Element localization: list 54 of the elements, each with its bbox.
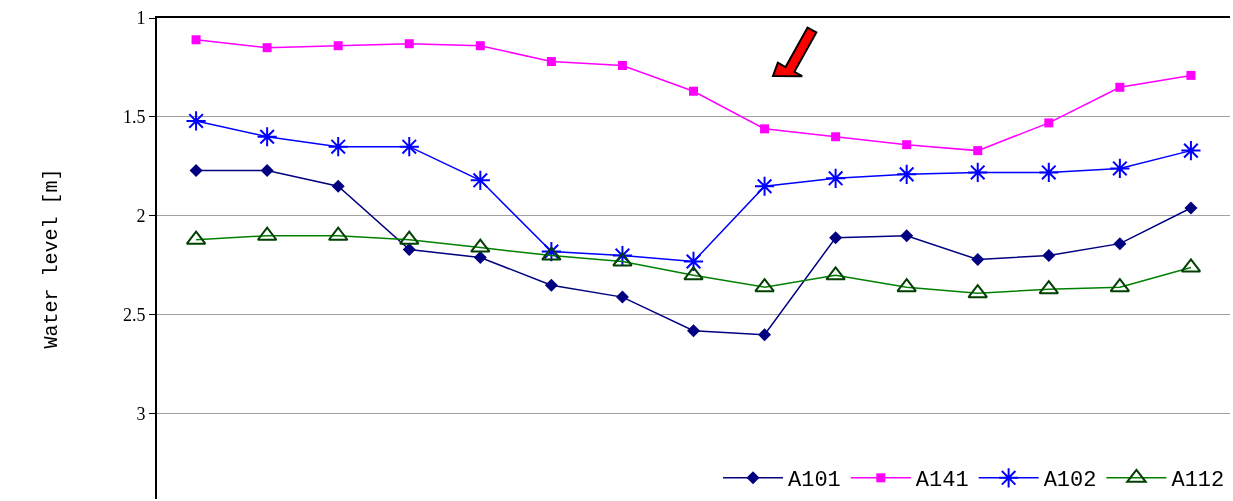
point xyxy=(831,132,841,142)
point xyxy=(189,163,203,177)
point xyxy=(1113,237,1127,251)
legend-label: A141 xyxy=(915,468,969,494)
point xyxy=(896,163,918,185)
point xyxy=(753,175,776,197)
y-tick-label: 3 xyxy=(136,404,146,425)
point xyxy=(469,169,491,191)
point xyxy=(902,140,912,150)
y-tick-label: 2 xyxy=(136,206,146,227)
point xyxy=(256,126,278,148)
y-tick-label: 2.5 xyxy=(122,305,146,326)
point xyxy=(689,86,698,96)
point xyxy=(615,290,629,304)
point xyxy=(327,136,349,158)
point xyxy=(262,43,272,53)
point xyxy=(682,250,705,273)
point xyxy=(404,39,414,49)
point xyxy=(617,61,627,71)
point xyxy=(475,41,485,51)
point xyxy=(829,231,843,245)
point xyxy=(1186,70,1196,80)
legend-label: A102 xyxy=(1043,468,1097,494)
legend-label: A101 xyxy=(788,468,841,494)
point xyxy=(331,179,345,193)
point xyxy=(402,243,416,257)
point xyxy=(260,163,274,177)
point xyxy=(900,229,914,243)
point xyxy=(971,252,985,266)
point xyxy=(185,110,207,132)
point xyxy=(1109,157,1131,180)
point xyxy=(687,324,700,338)
point xyxy=(544,278,558,292)
y-tick-label: 1.5 xyxy=(122,107,146,128)
point xyxy=(1044,118,1054,128)
point xyxy=(333,41,343,51)
point xyxy=(1180,140,1202,162)
point xyxy=(1042,249,1056,263)
point xyxy=(398,136,420,158)
legend-label: A112 xyxy=(1171,468,1225,494)
point xyxy=(473,251,487,265)
point xyxy=(1038,161,1060,183)
point xyxy=(1115,82,1125,92)
point xyxy=(758,328,772,342)
point xyxy=(191,35,201,45)
point xyxy=(1184,201,1198,215)
point xyxy=(546,57,556,67)
point xyxy=(760,124,770,134)
y-tick-label: 1 xyxy=(136,8,146,29)
point xyxy=(825,167,847,189)
y-axis-title: Water level [m] xyxy=(39,168,63,349)
point xyxy=(611,244,634,267)
point xyxy=(973,146,983,156)
point xyxy=(967,161,989,183)
